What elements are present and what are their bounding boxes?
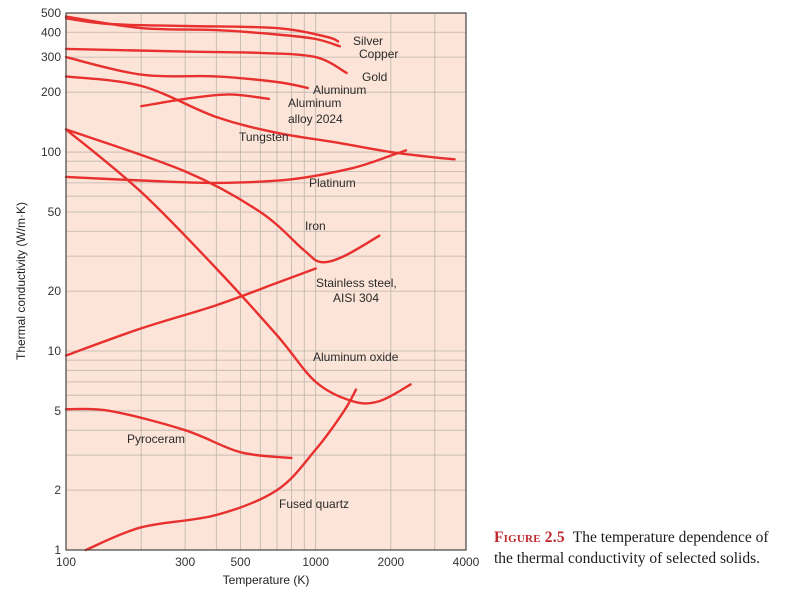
label-platinum: Platinum: [309, 176, 356, 190]
caption-text: The temperature dependence of the therma…: [494, 529, 769, 567]
y-tick-label: 200: [41, 85, 61, 99]
y-tick-label: 50: [48, 205, 62, 219]
curve-tungsten: [64, 75, 456, 161]
curve-iron: [64, 128, 381, 264]
curves: [64, 15, 456, 552]
y-tick-label: 500: [41, 6, 61, 20]
x-tick-label: 2000: [377, 555, 404, 569]
curve-aluminum-oxide: [64, 128, 412, 405]
curve-aluminum: [64, 55, 309, 90]
label-fused-quartz: Fused quartz: [279, 497, 349, 511]
plot-border: [65, 12, 467, 551]
label-aluminum-alloy-line1: Aluminum: [288, 96, 341, 110]
label-aluminum: Aluminum: [313, 83, 366, 97]
x-tick-label: 500: [231, 555, 251, 569]
x-tick-label: 100: [56, 555, 76, 569]
ticks: 100 300 500 1000 2000 4000 1 2 5 10 20 50 100 200 300 4…: [41, 6, 480, 569]
curve-platinum: [64, 149, 408, 185]
curve-gold: [64, 47, 348, 75]
y-tick-label: 20: [48, 284, 62, 298]
label-iron: Iron: [305, 219, 326, 233]
x-tick-label: 4000: [453, 555, 480, 569]
curve-stainless-steel-aisi-304: [64, 267, 317, 357]
label-aluminum-oxide: Aluminum oxide: [313, 350, 399, 364]
y-tick-label: 2: [54, 483, 61, 497]
label-gold: Gold: [362, 70, 387, 84]
label-tungsten: Tungsten: [239, 130, 289, 144]
plot-background: [66, 13, 466, 550]
y-tick-label: 400: [41, 25, 61, 39]
curve-fused-quartz: [84, 388, 358, 552]
x-axis-title: Temperature (K): [223, 573, 310, 587]
y-tick-label: 100: [41, 145, 61, 159]
y-axis-title: Thermal conductivity (W/m·K): [14, 202, 28, 360]
curve-pyroceram: [64, 407, 293, 460]
label-silver: Silver: [353, 34, 383, 48]
y-tick-label: 5: [54, 404, 61, 418]
figure-label: Figure 2.5: [494, 529, 565, 546]
label-pyroceram: Pyroceram: [127, 432, 185, 446]
figure-caption: Figure 2.5 The temperature dependence of …: [494, 527, 786, 569]
y-tick-label: 300: [41, 50, 61, 64]
label-stainless-line1: Stainless steel,: [316, 276, 397, 290]
curve-aluminum-alloy-2024: [140, 93, 271, 108]
label-stainless-line2: AISI 304: [333, 291, 379, 305]
label-copper: Copper: [359, 47, 398, 61]
y-tick-label: 10: [48, 344, 62, 358]
curve-copper: [64, 15, 342, 48]
label-aluminum-alloy-line2: alloy 2024: [288, 112, 343, 126]
x-tick-label: 300: [175, 555, 195, 569]
x-tick-label: 1000: [302, 555, 329, 569]
y-tick-label: 1: [54, 543, 61, 557]
